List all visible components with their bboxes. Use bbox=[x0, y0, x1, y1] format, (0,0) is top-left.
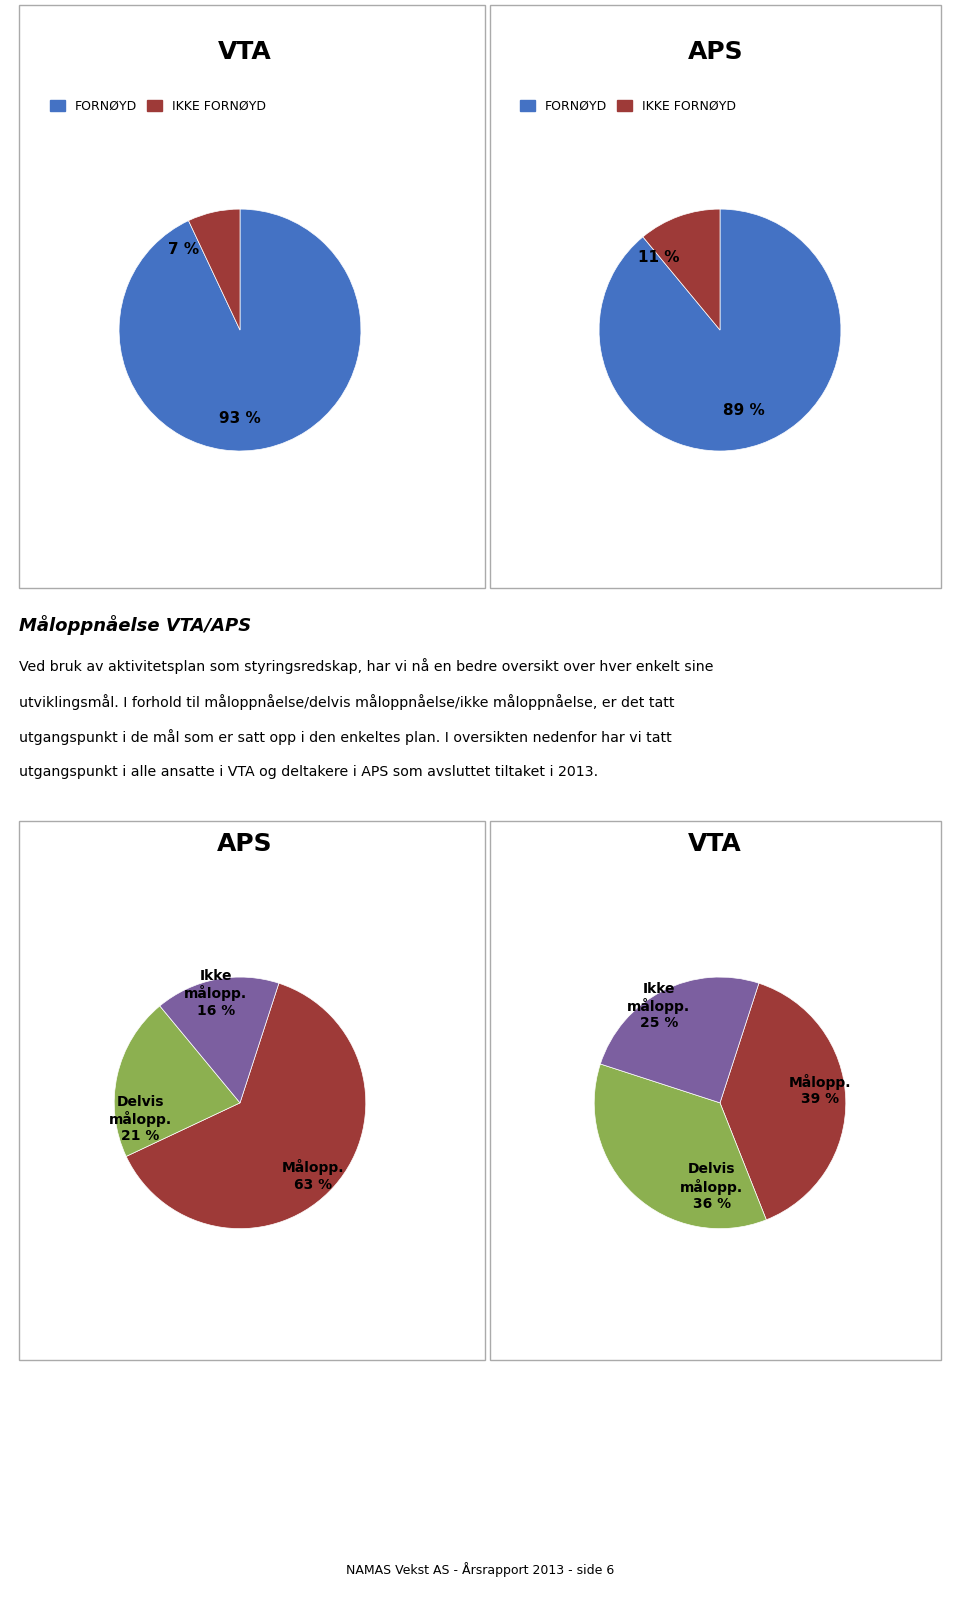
Text: VTA: VTA bbox=[218, 40, 272, 64]
Text: APS: APS bbox=[217, 832, 273, 857]
Legend: FORNØYD, IKKE FORNØYD: FORNØYD, IKKE FORNØYD bbox=[516, 95, 741, 118]
Text: Målopp.
39 %: Målopp. 39 % bbox=[789, 1074, 852, 1106]
Text: 11 %: 11 % bbox=[638, 250, 680, 266]
Text: 93 %: 93 % bbox=[219, 411, 261, 427]
Text: utviklingsmål. I forhold til måloppnåelse/delvis måloppnåelse/ikke måloppnåelse,: utviklingsmål. I forhold til måloppnåels… bbox=[19, 694, 675, 710]
Text: Ikke
målopp.
16 %: Ikke målopp. 16 % bbox=[184, 969, 248, 1018]
Text: VTA: VTA bbox=[688, 832, 742, 857]
Text: 89 %: 89 % bbox=[723, 402, 765, 419]
Wedge shape bbox=[594, 1064, 766, 1228]
Wedge shape bbox=[188, 209, 240, 330]
Wedge shape bbox=[119, 209, 361, 451]
Text: NAMAS Vekst AS - Årsrapport 2013 - side 6: NAMAS Vekst AS - Årsrapport 2013 - side … bbox=[346, 1562, 614, 1578]
Text: Delvis
målopp.
21 %: Delvis målopp. 21 % bbox=[108, 1095, 172, 1143]
Wedge shape bbox=[720, 984, 846, 1220]
Wedge shape bbox=[600, 977, 758, 1103]
Wedge shape bbox=[126, 984, 366, 1228]
Text: Ikke
målopp.
25 %: Ikke målopp. 25 % bbox=[627, 982, 690, 1030]
Wedge shape bbox=[159, 977, 278, 1103]
Text: utgangspunkt i alle ansatte i VTA og deltakere i APS som avsluttet tiltaket i 20: utgangspunkt i alle ansatte i VTA og del… bbox=[19, 765, 598, 779]
Text: 7 %: 7 % bbox=[168, 242, 199, 258]
Text: utgangspunkt i de mål som er satt opp i den enkeltes plan. I oversikten nedenfor: utgangspunkt i de mål som er satt opp i … bbox=[19, 729, 672, 745]
Text: Målopp.
63 %: Målopp. 63 % bbox=[281, 1159, 344, 1191]
Wedge shape bbox=[643, 209, 720, 330]
Text: APS: APS bbox=[687, 40, 743, 64]
Wedge shape bbox=[114, 1006, 240, 1156]
Text: Måloppnåelse VTA/APS: Måloppnåelse VTA/APS bbox=[19, 615, 252, 634]
Legend: FORNØYD, IKKE FORNØYD: FORNØYD, IKKE FORNØYD bbox=[45, 95, 271, 118]
Text: Delvis
målopp.
36 %: Delvis målopp. 36 % bbox=[681, 1162, 743, 1211]
Wedge shape bbox=[599, 209, 841, 451]
Text: Ved bruk av aktivitetsplan som styringsredskap, har vi nå en bedre oversikt over: Ved bruk av aktivitetsplan som styringsr… bbox=[19, 658, 713, 675]
